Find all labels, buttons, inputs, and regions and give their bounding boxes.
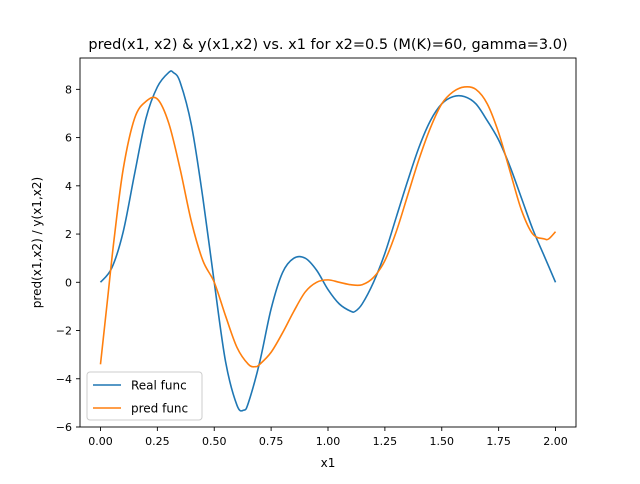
legend: Real func pred func	[86, 371, 203, 421]
x-tick-label: 1.25	[373, 435, 398, 448]
x-tick-label: 0.25	[145, 435, 170, 448]
chart-title: pred(x1, x2) & y(x1,x2) vs. x1 for x2=0.…	[88, 37, 567, 53]
x-tick-label: 1.50	[430, 435, 455, 448]
y-tick-label: −6	[56, 421, 72, 434]
x-tick-label: 0.00	[88, 435, 113, 448]
x-tick-label: 0.50	[202, 435, 227, 448]
y-tick-label: 4	[65, 180, 72, 193]
x-axis-label: x1	[321, 456, 336, 470]
x-tick-label: 0.75	[259, 435, 284, 448]
y-axis-label: pred(x1,x2) / y(x1,x2)	[30, 177, 44, 308]
x-tick-label: 2.00	[543, 435, 568, 448]
y-tick-label: 8	[65, 83, 72, 96]
y-tick-label: 6	[65, 132, 72, 145]
plot-area	[99, 70, 557, 412]
y-tick-label: 0	[65, 276, 72, 289]
series-line-real-func	[99, 70, 557, 412]
y-tick-label: −2	[56, 325, 72, 338]
series-line-pred-func	[99, 85, 557, 368]
axes-frame	[79, 57, 577, 428]
y-tick-label: 2	[65, 228, 72, 241]
legend-label-real-func: Real func	[131, 379, 187, 393]
legend-label-pred-func: pred func	[131, 402, 188, 416]
x-tick-label: 1.75	[486, 435, 511, 448]
axis-ticks: 0.00 0.25 0.50 0.75 1.00 1.25 1.50 1.75 2.00 −6 −4…	[56, 83, 568, 448]
y-tick-label: −4	[56, 373, 72, 386]
x-tick-label: 1.00	[316, 435, 341, 448]
